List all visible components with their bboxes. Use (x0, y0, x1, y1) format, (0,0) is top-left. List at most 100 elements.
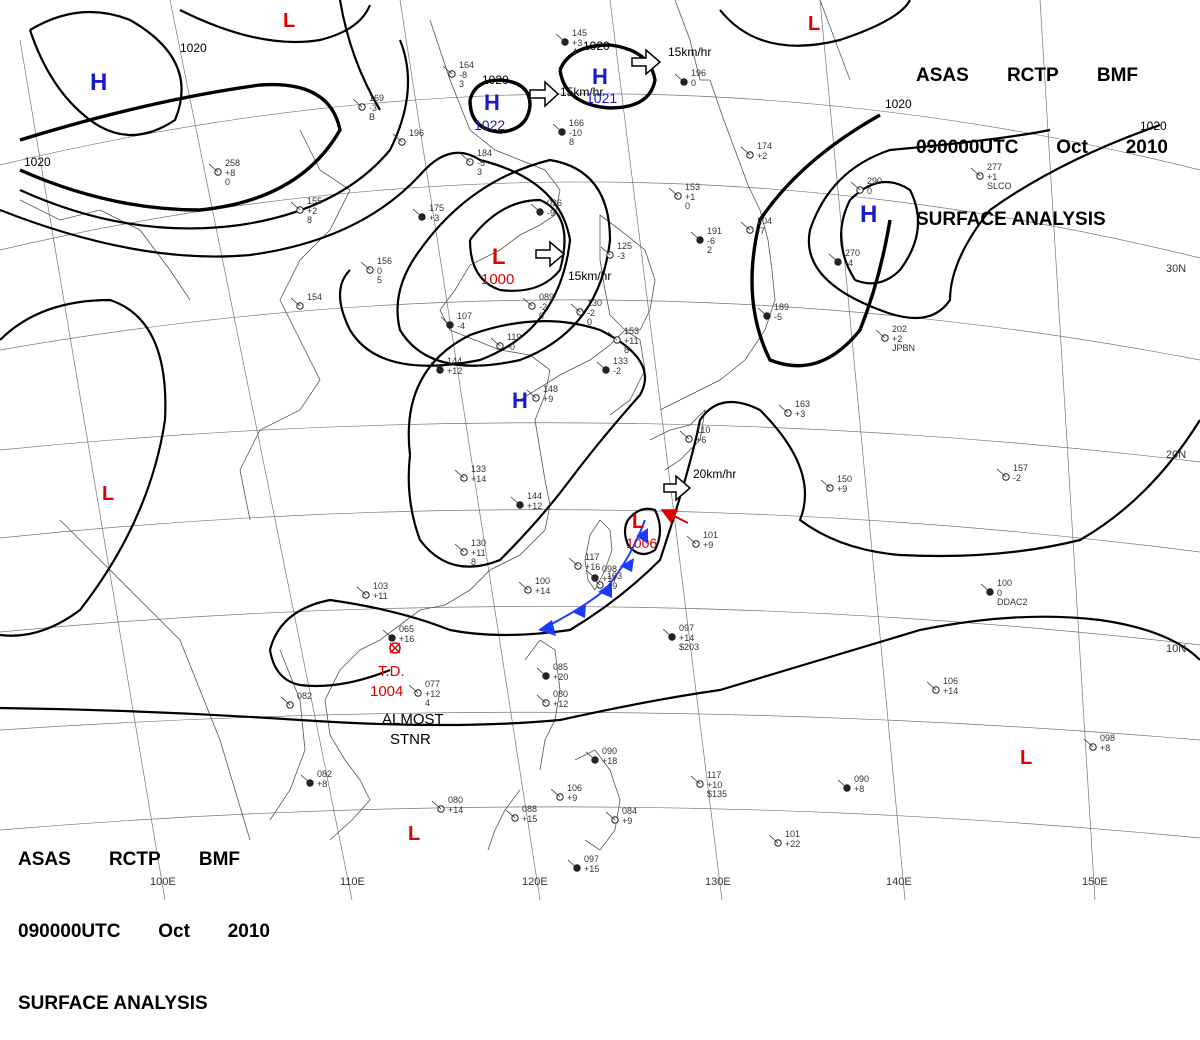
wind-barb (674, 73, 685, 83)
station-plot: 270-4 (828, 248, 860, 268)
station-value: 3 (477, 167, 482, 177)
high-center-letter: H (512, 388, 528, 413)
wind-barb (510, 496, 521, 506)
station-value: 084 (622, 806, 637, 816)
station-value: -5 (477, 158, 485, 168)
td-label: T.D. (378, 663, 405, 680)
station-value: 4 (425, 698, 430, 708)
wind-barb (530, 203, 541, 213)
station-plot: 082+8 (300, 769, 332, 789)
station-value: 036 (547, 198, 562, 208)
station-value: +9 (622, 816, 632, 826)
station-value: B (369, 112, 375, 122)
station-value: -3 (617, 251, 625, 261)
wind-barb (460, 153, 471, 163)
wind-barb (970, 167, 981, 177)
station-value: 174 (757, 141, 772, 151)
station-value: 8 (471, 557, 476, 567)
station-value: 8 (307, 215, 312, 225)
lon-label: 130E (705, 876, 731, 888)
station-value: 164 (459, 60, 474, 70)
station-plot: 189-5 (757, 302, 789, 322)
station-value: 110 (696, 425, 710, 435)
wind-barb (740, 146, 751, 156)
station-value: 153 (624, 326, 639, 336)
isobar-labels: 1020 1020 1020 1020 1020 1020 (24, 39, 1167, 169)
station-value: 098 (602, 564, 617, 574)
wind-barb (596, 361, 607, 371)
station-plot: 184-53 (460, 148, 492, 177)
station-plot: 174+2 (740, 141, 772, 161)
station-value: 277 (987, 162, 1002, 172)
station-value: -2 (539, 302, 547, 312)
wind-barb (768, 834, 779, 844)
wind-barb (454, 543, 465, 553)
station-value: 8 (624, 345, 629, 355)
station-plot: 090+18 (585, 746, 617, 766)
wind-barb (522, 297, 533, 307)
station-plot: 080+12 (536, 689, 568, 709)
wind-barb (412, 208, 423, 218)
wind-barb (679, 430, 690, 440)
station-value: 8 (569, 137, 574, 147)
low-center-letter: L (808, 13, 820, 35)
station-plot: 204-7 (740, 216, 772, 236)
station-value: +20 (553, 672, 568, 682)
chart-title-top-right: ASAS RCTP BMF 090000UTC Oct 2010 SURFACE… (916, 16, 1168, 256)
station-value: 080 (553, 689, 568, 699)
isobar-label: 1020 (482, 73, 509, 87)
station-value: 155 (307, 196, 322, 206)
title-word: RCTP (108, 849, 161, 870)
station-plot: 155+28 (290, 196, 322, 225)
wind-barb (392, 133, 403, 143)
low-center-letter: L (492, 244, 505, 269)
wind-barb (567, 859, 578, 869)
high-center-letter: H (592, 64, 608, 89)
motion-speed-label: 15km/hr (668, 45, 711, 59)
station-value: 107 (457, 311, 472, 321)
cold-front (538, 519, 648, 636)
wind-barb (778, 404, 789, 414)
title-subtitle: SURFACE ANALYSIS (18, 993, 208, 1014)
station-value: SLCO (987, 181, 1012, 191)
title-word: 2010 (227, 921, 270, 942)
station-value: 125 (617, 241, 632, 251)
station-plot: 117+16 (568, 552, 600, 572)
station-value: +18 (602, 756, 617, 766)
station-value: 0 (587, 317, 592, 327)
station-value: -10 (569, 128, 582, 138)
station-value: 196 (409, 128, 424, 138)
wind-barb (442, 65, 453, 75)
station-value: 290 (867, 176, 882, 186)
station-value: 090 (602, 746, 617, 756)
station-plot: 148+9 (526, 384, 558, 404)
station-plot: 150+9 (820, 474, 852, 494)
station-value: +2 (892, 334, 902, 344)
lon-label: 110E (340, 876, 365, 888)
wind-barb (290, 201, 301, 211)
wind-barb (526, 389, 537, 399)
wind-barb (454, 469, 465, 479)
lat-label: 30N (1166, 263, 1186, 275)
station-plot: 166-108 (552, 118, 584, 147)
station-plot: 103+9 (590, 571, 622, 591)
station-value: 106 (943, 676, 958, 686)
station-value: +2 (307, 206, 317, 216)
station-plot: 258+80 (208, 158, 240, 187)
wind-barb (550, 788, 561, 798)
station-value: DDAC2 (997, 597, 1028, 607)
station-plot: 097+15 (567, 854, 599, 874)
title-word: 090000UTC (916, 137, 1019, 158)
low-center-letter: L (1020, 747, 1032, 769)
wind-barb (585, 569, 596, 579)
station-value: 258 (225, 158, 240, 168)
wind-barb (820, 479, 831, 489)
station-value: 0 (997, 588, 1002, 598)
title-word: Oct (1056, 137, 1088, 158)
station-value: 0 (225, 177, 230, 187)
high-center-letter: H (484, 90, 500, 115)
station-value: +14 (535, 586, 550, 596)
station-value: +11 (624, 336, 639, 346)
title-word: 090000UTC (18, 921, 121, 942)
title-word: 2010 (1125, 137, 1168, 158)
